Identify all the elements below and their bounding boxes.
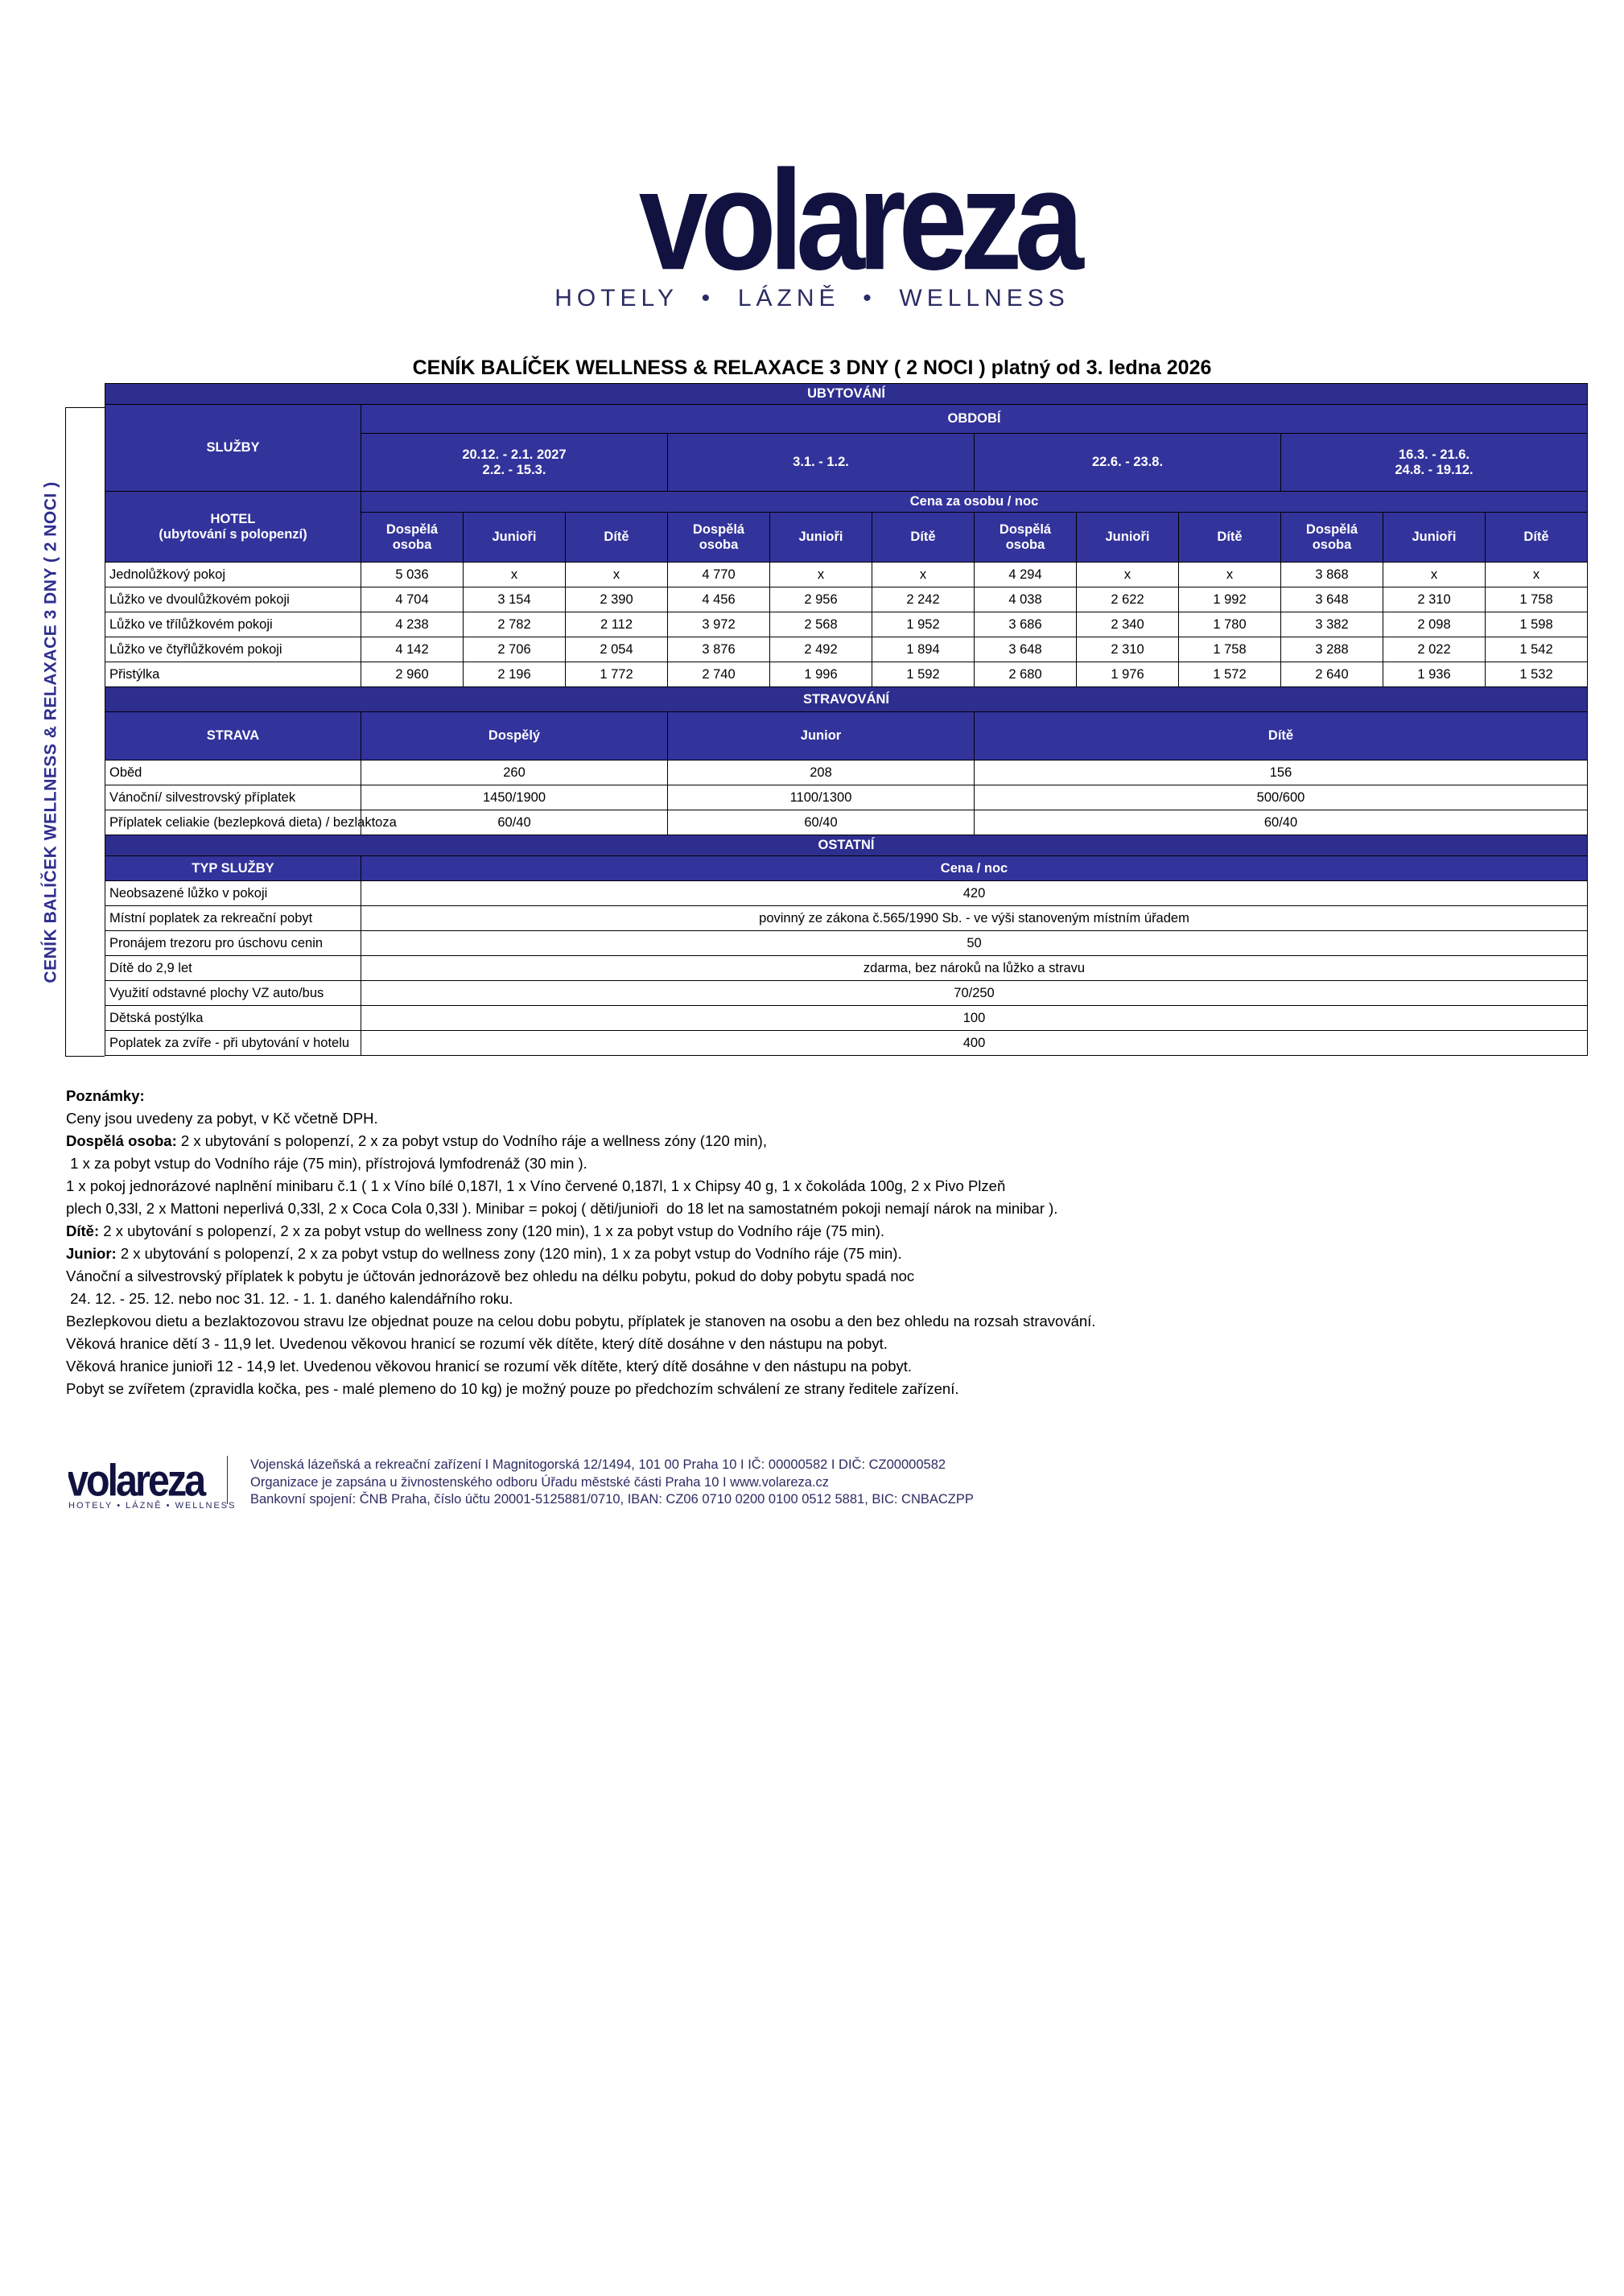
svg-text:volareza: volareza: [639, 142, 1086, 300]
svg-text:volareza: volareza: [68, 1457, 207, 1501]
